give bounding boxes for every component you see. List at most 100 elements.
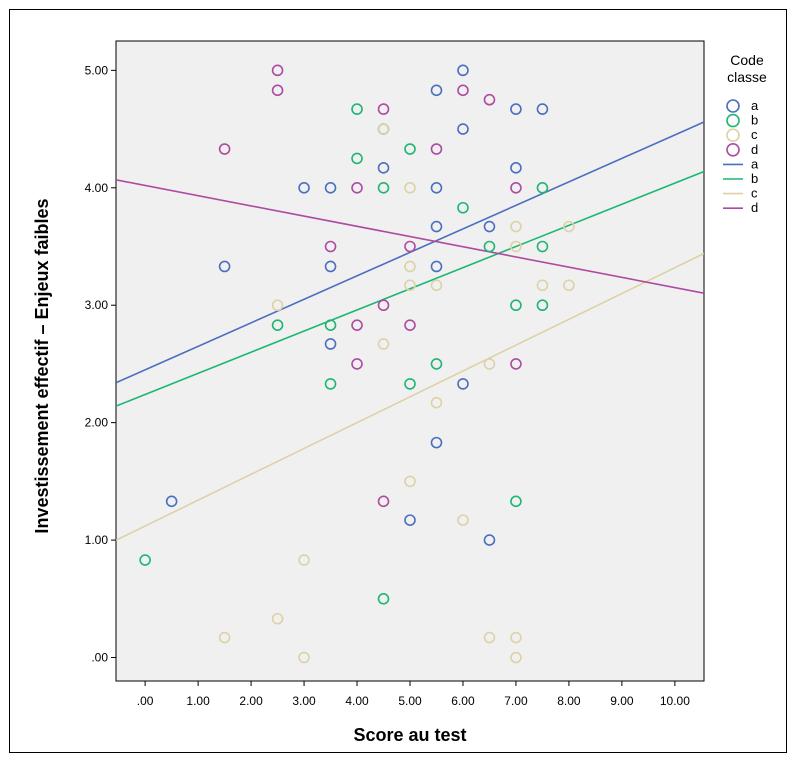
point-b — [536, 181, 549, 194]
x-tick-label: 10.00 — [660, 694, 690, 708]
legend-label-a: a — [751, 98, 759, 113]
fit-line-c — [116, 252, 704, 541]
fit-line-d — [116, 179, 704, 295]
point-a — [536, 103, 549, 115]
legend-line-label-a: a — [751, 156, 759, 171]
point-a — [298, 181, 310, 194]
x-tick-label: .00 — [137, 694, 154, 708]
x-axis: .00 1.00 2.00 3.00 4.00 5.00 6.00 7.00 8.00 9.00 1… — [137, 681, 690, 708]
point-c — [218, 631, 231, 644]
point-b — [404, 378, 416, 390]
legend-marker-c — [726, 128, 740, 142]
point-c — [271, 299, 284, 312]
point-c — [271, 612, 284, 625]
legend-line-label-c: c — [751, 186, 758, 201]
point-c — [404, 475, 416, 488]
point-d — [377, 299, 390, 312]
point-a — [430, 436, 443, 449]
y-tick-label: .00 — [91, 651, 108, 665]
point-a — [324, 181, 337, 194]
point-d — [271, 64, 284, 77]
point-b — [271, 319, 284, 331]
fit-lines — [116, 121, 704, 541]
point-a — [218, 260, 231, 273]
point-a — [510, 103, 522, 115]
point-c — [563, 220, 575, 233]
point-c — [510, 631, 522, 644]
point-d — [457, 84, 469, 97]
legend-label-b: b — [751, 113, 758, 128]
point-b — [377, 592, 390, 605]
point-a — [457, 123, 469, 135]
point-b — [430, 358, 443, 370]
x-tick-label: 8.00 — [557, 694, 581, 708]
x-tick-label: 1.00 — [186, 694, 210, 708]
point-c — [404, 181, 416, 194]
point-d — [271, 84, 284, 97]
point-b — [457, 201, 469, 214]
data-points — [139, 64, 575, 664]
legend-title-line2: classe — [727, 69, 767, 85]
legend-marker-d — [726, 143, 740, 157]
point-a — [324, 260, 337, 273]
legend-marker-b — [726, 113, 740, 128]
legend-label-d: d — [751, 142, 758, 157]
point-a — [483, 534, 496, 546]
point-b — [324, 319, 337, 331]
point-b — [139, 554, 151, 566]
x-tick-label: 9.00 — [610, 694, 634, 708]
point-a — [457, 378, 469, 390]
point-d — [510, 358, 522, 370]
point-b — [536, 240, 549, 253]
point-b — [351, 152, 363, 165]
point-d — [351, 181, 363, 194]
point-d — [377, 103, 390, 115]
point-a — [510, 162, 522, 174]
point-d — [351, 358, 363, 370]
plot-area — [115, 40, 705, 682]
point-c — [377, 338, 390, 350]
y-tick-label: 3.00 — [85, 298, 109, 312]
point-c — [563, 279, 575, 292]
point-c — [483, 631, 496, 644]
fit-line-b — [116, 170, 704, 407]
scatter-plot: .00 1.00 2.00 3.00 4.00 5.00 6.00 7.00 8.00 9.00 1… — [32, 40, 767, 745]
point-a — [457, 64, 469, 77]
x-tick-label: 6.00 — [451, 694, 475, 708]
legend-title: Code — [730, 52, 764, 68]
y-tick-label: 4.00 — [85, 181, 109, 195]
point-c — [510, 651, 522, 664]
x-tick-label: 4.00 — [345, 694, 369, 708]
point-c — [510, 220, 522, 233]
point-b — [510, 299, 522, 312]
legend-line-label-d: d — [751, 200, 758, 215]
point-c — [404, 279, 416, 292]
y-tick-label: 5.00 — [85, 63, 109, 77]
point-a — [404, 514, 416, 526]
x-tick-label: 2.00 — [239, 694, 263, 708]
y-axis: .00 1.00 2.00 3.00 4.00 5.00 — [85, 63, 116, 665]
point-b — [510, 495, 522, 508]
point-c — [298, 651, 310, 664]
point-c — [457, 514, 469, 526]
point-b — [483, 240, 496, 253]
point-a — [483, 220, 496, 233]
point-b — [324, 378, 337, 390]
point-c — [510, 240, 522, 253]
point-d — [404, 319, 416, 331]
point-a — [430, 84, 443, 97]
point-d — [351, 319, 363, 331]
point-d — [324, 240, 337, 253]
x-tick-label: 7.00 — [504, 694, 528, 708]
chart-frame: .00 1.00 2.00 3.00 4.00 5.00 6.00 7.00 8.00 9.00 1… — [9, 9, 787, 753]
point-d — [430, 143, 443, 155]
x-tick-label: 3.00 — [292, 694, 316, 708]
point-a — [430, 260, 443, 273]
point-a — [165, 495, 178, 508]
point-c — [298, 554, 310, 566]
point-a — [324, 338, 337, 350]
y-tick-label: 1.00 — [85, 533, 109, 547]
point-b — [536, 299, 549, 312]
legend-label-c: c — [751, 127, 758, 142]
